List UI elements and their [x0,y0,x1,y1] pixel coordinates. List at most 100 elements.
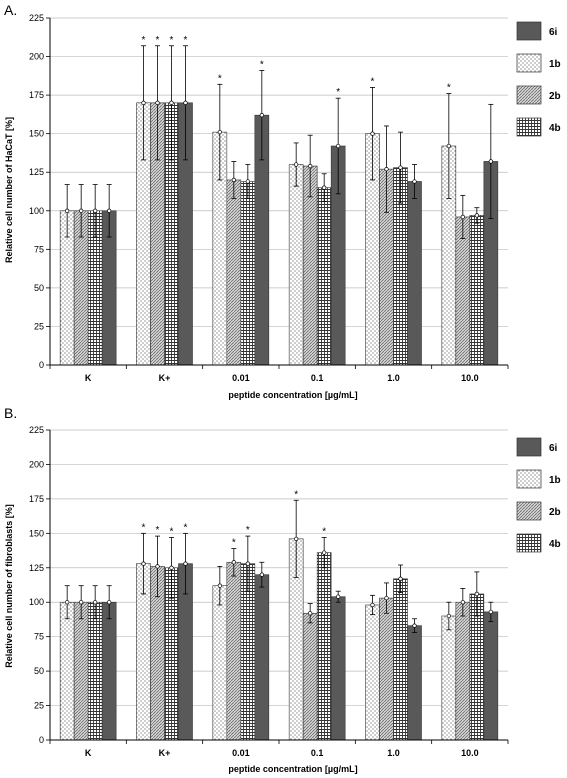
significance-star: * [170,526,174,537]
x-tick-label: 0.01 [232,748,250,758]
mean-marker [259,113,264,118]
legend-label-6i: 6i [549,27,558,38]
mean-marker [217,129,222,135]
mean-marker [169,565,174,570]
bar-2b-10.0 [455,216,471,366]
legend-label-4b: 4b [549,539,561,550]
y-tick-label: 75 [34,244,44,254]
mean-marker [65,208,70,213]
mean-marker [259,572,264,577]
legend-swatch-4b [516,533,542,553]
mean-marker [169,100,174,105]
bar-2b-1.0 [379,597,394,741]
mean-marker [107,600,112,605]
significance-star: * [260,59,264,70]
legend-swatch-1b [516,53,542,73]
bar-4b-K [87,601,103,741]
mean-marker [294,162,299,167]
bars-a: * * * * * * * * * [59,35,499,366]
mean-marker [245,561,250,566]
bar-6i-10.0 [483,611,499,741]
mean-marker [474,591,479,597]
chart-panel-b: B. Relative cell number of fibroblasts [… [4,405,561,774]
mean-marker [245,179,250,184]
y-tick-label: 150 [29,528,44,538]
bar-2b-K [73,601,89,741]
bar-6i-1.0 [407,181,422,366]
y-tick-label: 0 [39,360,44,370]
significance-star: * [294,489,298,500]
y-tick-label: 150 [29,129,44,139]
bar-6i-0.1 [330,596,346,741]
significance-star: * [322,526,326,537]
bar-2b-0.1 [302,612,318,741]
y-tick-label: 225 [29,13,44,23]
y-tick-label: 200 [29,459,44,469]
legend-label-4b: 4b [549,123,561,134]
mean-marker [488,159,493,164]
significance-star: * [170,35,174,46]
y-tick-label: 100 [29,597,44,607]
mean-marker [183,100,188,105]
legend-label-1b: 1b [549,59,561,70]
gridlines-a [50,17,508,366]
chart-panel-a: A. Relative cell number of HaCaT [%] pep… [4,2,561,400]
y-tick-label: 25 [34,701,44,711]
bar-1b-0.01 [212,585,228,741]
mean-marker [79,600,84,605]
mean-marker [322,550,327,555]
mean-marker [231,177,236,183]
axes-b: 0 25 50 75 100 125 150 175 200 225 K K+ 0.01 0.1 1.0 10… [29,425,509,758]
x-tick-label: 10.0 [461,373,479,383]
mean-marker [474,213,479,218]
y-tick-label: 50 [34,283,44,293]
mean-marker [217,583,222,588]
bar-2b-0.01 [226,179,242,366]
mean-marker [398,576,403,581]
significance-star: * [184,522,188,533]
mean-marker [308,611,313,616]
significance-star: * [447,83,451,94]
bar-4b-0.01 [240,181,256,366]
legend-swatch-2b [516,501,542,521]
mean-marker [446,143,451,149]
x-axis-title-a: peptide concentration [µg/mL] [228,390,357,400]
mean-marker [370,602,375,608]
mean-marker [183,561,188,566]
x-tick-label: K+ [159,748,171,758]
bar-2b-10.0 [455,601,471,741]
panel-label-a: A. [4,2,17,18]
significance-star: * [336,87,340,98]
bar-4b-1.0 [393,578,408,741]
y-tick-label: 0 [39,735,44,745]
gridlines-b [50,429,508,741]
mean-marker [141,561,146,566]
significance-star: * [156,35,160,46]
mean-marker [370,131,375,136]
bar-1b-1.0 [365,604,380,741]
x-tick-label: K [85,373,92,383]
mean-marker [231,560,236,565]
mean-marker [155,564,160,569]
bar-2b-0.01 [226,561,242,741]
y-axis-title-a: Relative cell number of HaCaT [%] [4,117,14,263]
mean-marker [412,179,417,184]
significance-star: * [371,76,375,87]
x-tick-label: 1.0 [387,373,400,383]
x-tick-label: 0.01 [232,373,250,383]
mean-marker [93,208,98,213]
mean-marker [322,185,327,190]
legend-label-2b: 2b [549,91,561,102]
bar-1b-K [59,601,75,741]
x-axis-title-b: peptide concentration [µg/mL] [228,764,357,774]
mean-marker [294,536,299,541]
mean-marker [141,100,146,105]
y-axis-title-b: Relative cell number of fibroblasts [%] [4,504,14,668]
y-tick-label: 25 [34,321,44,331]
y-tick-label: 75 [34,632,44,642]
x-tick-label: 1.0 [387,748,400,758]
x-tick-label: 0.1 [311,748,324,758]
bar-1b-10.0 [441,615,457,741]
bar-6i-0.01 [254,574,270,741]
